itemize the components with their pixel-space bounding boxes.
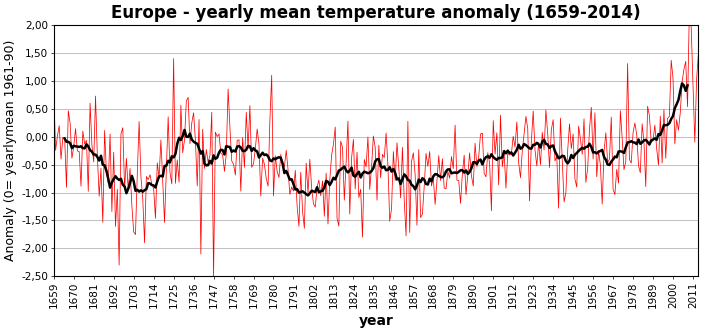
Y-axis label: Anomaly (0= yearlymean 1961-90): Anomaly (0= yearlymean 1961-90)	[4, 40, 17, 261]
X-axis label: year: year	[359, 314, 394, 328]
Title: Europe - yearly mean temperature anomaly (1659-2014): Europe - yearly mean temperature anomaly…	[111, 4, 641, 22]
